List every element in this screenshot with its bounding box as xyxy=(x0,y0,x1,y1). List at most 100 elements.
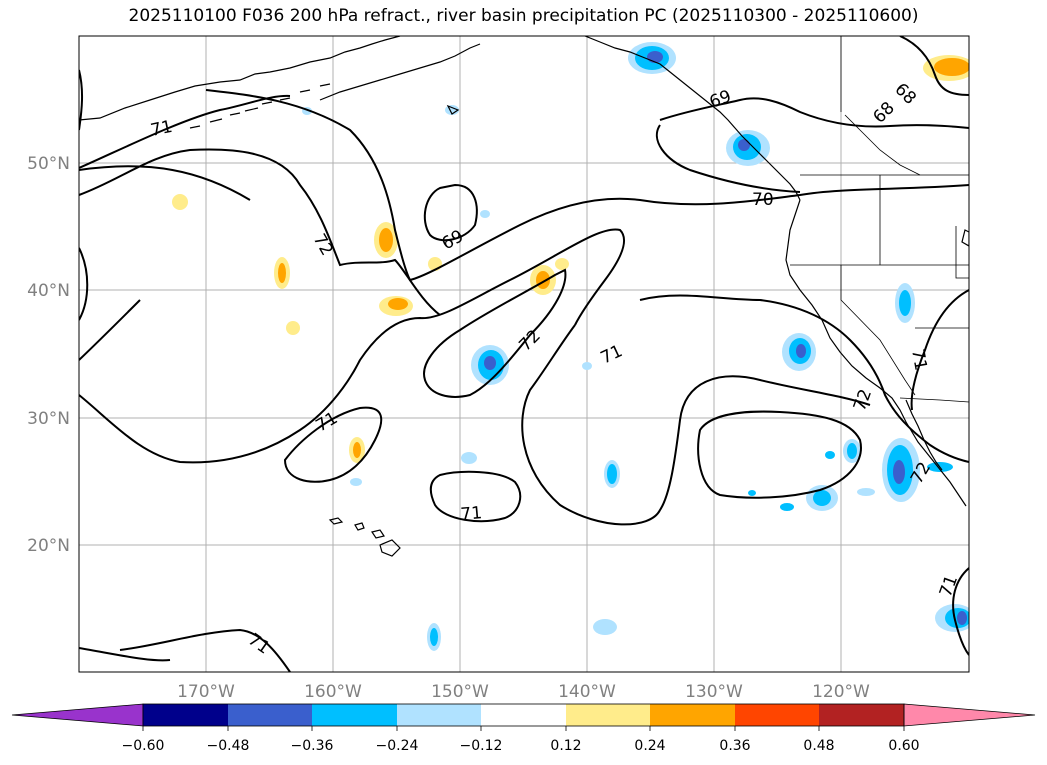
neg-anomaly xyxy=(484,356,496,370)
borders xyxy=(790,36,969,403)
colorbar-segment xyxy=(650,704,735,726)
aleutian-islands xyxy=(189,83,331,129)
contour-labels: 71 72 69 72 71 70 69 68 68 71 71 72 71 7… xyxy=(149,79,962,658)
island-small xyxy=(961,229,969,247)
lat-label: 30°N xyxy=(27,409,70,429)
colorbar-segment xyxy=(735,704,819,726)
lon-label: 140°W xyxy=(558,682,616,702)
contour-line xyxy=(899,36,969,96)
contour-line xyxy=(952,567,969,656)
lon-label: 160°W xyxy=(304,682,362,702)
contour-line xyxy=(79,647,171,662)
contour-line xyxy=(423,268,567,398)
colorbar-tick-label: −0.48 xyxy=(207,738,250,754)
colorbar-tick-label: −0.60 xyxy=(122,738,165,754)
alaska-gulf-coast xyxy=(319,43,481,101)
neg-anomaly xyxy=(430,628,438,646)
colorbar-frame xyxy=(142,703,905,727)
colorbar-segment xyxy=(819,704,904,726)
contour-line xyxy=(79,69,83,131)
contour-label: 71 xyxy=(936,573,962,600)
neg-anomaly xyxy=(893,460,905,484)
lat-label: 40°N xyxy=(27,281,70,301)
pos-anomaly xyxy=(172,194,188,210)
lon-label: 130°W xyxy=(685,682,743,702)
gridlines xyxy=(79,36,969,672)
neg-anomaly xyxy=(748,490,756,496)
island-small xyxy=(446,104,460,115)
colorbar-tick-label: 0.60 xyxy=(888,738,919,754)
colorbar-segment xyxy=(397,704,481,726)
neg-anomaly xyxy=(461,452,477,464)
pos-anomaly xyxy=(278,263,286,283)
neg-anomaly xyxy=(847,443,857,459)
colorbar: −0.60 −0.48 −0.36 −0.24 −0.12 0.12 0.24 … xyxy=(11,703,1036,754)
contour-line xyxy=(79,165,251,201)
lat-label: 20°N xyxy=(27,536,70,556)
colorbar-ticks xyxy=(142,726,905,731)
neg-anomaly xyxy=(857,488,875,496)
neg-anomaly xyxy=(593,619,617,635)
neg-anomaly xyxy=(607,464,617,484)
contour-label: 71 xyxy=(244,630,273,659)
contour-label: 71 xyxy=(460,503,483,525)
map-title: 2025110100 F036 200 hPa refract., river … xyxy=(128,6,919,26)
neg-anomaly xyxy=(647,51,663,63)
latitude-labels: 50°N 40°N 30°N 20°N xyxy=(27,154,70,556)
neg-anomaly xyxy=(780,503,794,511)
colorbar-segment xyxy=(143,704,228,726)
contour-label: 71 xyxy=(149,117,174,141)
colorbar-tick-label: 0.24 xyxy=(634,738,665,754)
contour-line xyxy=(697,410,862,499)
contour-line xyxy=(79,247,89,321)
neg-anomaly xyxy=(796,344,806,358)
neg-anomaly xyxy=(957,611,967,625)
alaska-coast xyxy=(79,36,401,121)
pos-anomaly xyxy=(934,58,969,76)
contour-line xyxy=(521,324,871,526)
us-mexico-border xyxy=(899,397,969,403)
contour-label: 71 xyxy=(313,408,342,436)
contour-line xyxy=(79,228,625,464)
colorbar-segment xyxy=(312,704,397,726)
neg-anomaly xyxy=(899,290,911,316)
colorbar-segment xyxy=(481,704,566,726)
colorbar-tick-label: −0.36 xyxy=(291,738,334,754)
contour-line xyxy=(79,94,291,169)
contour-line xyxy=(79,148,441,316)
contour-label: 69 xyxy=(439,226,468,254)
colorbar-tick-label: 0.36 xyxy=(719,738,750,754)
lon-label: 120°W xyxy=(812,682,870,702)
neg-anomaly xyxy=(738,139,750,151)
contour-label: 70 xyxy=(752,190,774,210)
contour-label: 71 xyxy=(907,347,930,372)
longitude-labels: 170°W 160°W 150°W 140°W 130°W 120°W xyxy=(177,682,870,702)
contour-line xyxy=(429,470,522,523)
contour-label: 72 xyxy=(515,326,544,355)
colorbar-extend-low xyxy=(11,703,144,727)
neg-anomaly xyxy=(480,210,490,218)
pos-anomaly xyxy=(555,258,569,270)
neg-anomaly xyxy=(813,490,831,506)
contour-label: 71 xyxy=(598,341,626,368)
refractivity-contours xyxy=(79,36,969,672)
contour-line xyxy=(205,89,969,282)
neg-anomaly xyxy=(825,451,835,459)
neg-anomaly xyxy=(350,478,362,486)
us-west-coast xyxy=(785,199,967,507)
contour-line xyxy=(639,294,969,463)
neg-anomaly xyxy=(582,362,592,370)
colorbar-tick-label: 0.48 xyxy=(803,738,834,754)
pos-anomaly xyxy=(379,228,393,252)
contour-label: 72 xyxy=(850,387,876,414)
pos-anomaly xyxy=(353,442,361,458)
lat-label: 50°N xyxy=(27,154,70,174)
contour-line xyxy=(79,299,141,361)
lon-label: 170°W xyxy=(177,682,235,702)
colorbar-segment xyxy=(566,704,650,726)
map-frame xyxy=(78,35,970,673)
colorbar-extend-high xyxy=(903,703,1036,727)
contour-line xyxy=(119,628,291,672)
pos-anomaly xyxy=(286,321,300,335)
